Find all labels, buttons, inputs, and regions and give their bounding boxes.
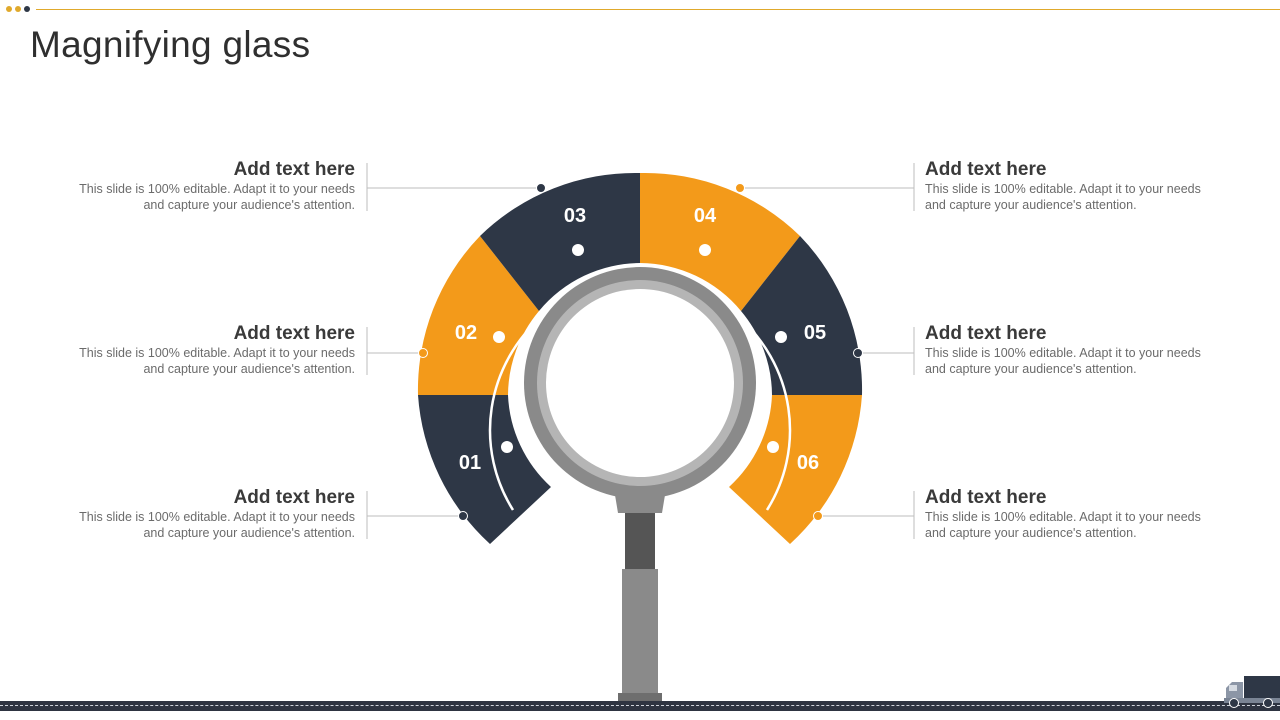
text-body: This slide is 100% editable. Adapt it to… xyxy=(79,346,355,376)
handle-collar xyxy=(625,513,655,569)
text-heading: Add text here xyxy=(925,159,1047,180)
segment-number-01: 01 xyxy=(459,452,481,474)
connector-lines xyxy=(366,163,915,539)
arc-dot-01 xyxy=(501,441,513,453)
top-rule xyxy=(36,9,1280,10)
text-heading: Add text here xyxy=(233,323,355,344)
anchor-dot-03 xyxy=(536,183,546,193)
text-body: This slide is 100% editable. Adapt it to… xyxy=(925,346,1201,376)
arc-dot-03 xyxy=(572,244,584,256)
text-heading: Add text here xyxy=(925,323,1047,344)
arc-dot-02 xyxy=(493,331,505,343)
handle xyxy=(622,569,658,693)
text-block-02: Add text here This slide is 100% editabl… xyxy=(55,323,355,377)
dot-dark xyxy=(24,6,30,12)
arc-dot-05 xyxy=(775,331,787,343)
text-block-03: Add text here This slide is 100% editabl… xyxy=(55,159,355,213)
dot-orange xyxy=(15,6,21,12)
handle-base xyxy=(618,693,662,701)
anchor-dot-02 xyxy=(418,348,428,358)
anchor-dot-01 xyxy=(458,511,468,521)
text-body: This slide is 100% editable. Adapt it to… xyxy=(79,182,355,212)
anchor-dot-04 xyxy=(735,183,745,193)
text-block-05: Add text here This slide is 100% editabl… xyxy=(925,323,1225,377)
anchor-dots xyxy=(418,183,863,521)
road-dashes xyxy=(0,705,1280,706)
magnifying-glass-icon xyxy=(524,267,756,701)
text-block-06: Add text here This slide is 100% editabl… xyxy=(925,487,1225,541)
text-body: This slide is 100% editable. Adapt it to… xyxy=(925,182,1201,212)
segment-number-06: 06 xyxy=(797,452,819,474)
slide-title: Magnifying glass xyxy=(30,24,311,65)
segment-04 xyxy=(640,172,800,311)
text-body: This slide is 100% editable. Adapt it to… xyxy=(79,510,355,540)
segment-number-03: 03 xyxy=(564,205,586,227)
text-heading: Add text here xyxy=(233,159,355,180)
arc-dot-04 xyxy=(699,244,711,256)
segment-number-02: 02 xyxy=(455,322,477,344)
anchor-dot-05 xyxy=(853,348,863,358)
text-body: This slide is 100% editable. Adapt it to… xyxy=(925,510,1201,540)
segment-number-05: 05 xyxy=(804,322,826,344)
arc-dot-06 xyxy=(767,441,779,453)
segment-01 xyxy=(418,395,551,544)
arc-dots xyxy=(493,244,787,453)
dot-orange xyxy=(6,6,12,12)
text-heading: Add text here xyxy=(925,487,1047,508)
corner-dots xyxy=(6,6,30,12)
lens-neck xyxy=(615,495,665,513)
segment-03 xyxy=(480,172,640,311)
segment-number-04: 04 xyxy=(694,205,717,227)
text-block-01: Add text here This slide is 100% editabl… xyxy=(55,487,355,541)
anchor-dot-06 xyxy=(813,511,823,521)
segment-06 xyxy=(729,395,862,544)
road-strip xyxy=(0,701,1280,711)
text-block-04: Add text here This slide is 100% editabl… xyxy=(925,159,1225,213)
delivery-truck-icon xyxy=(1224,676,1280,708)
text-heading: Add text here xyxy=(233,487,355,508)
lens-glass xyxy=(546,289,734,477)
